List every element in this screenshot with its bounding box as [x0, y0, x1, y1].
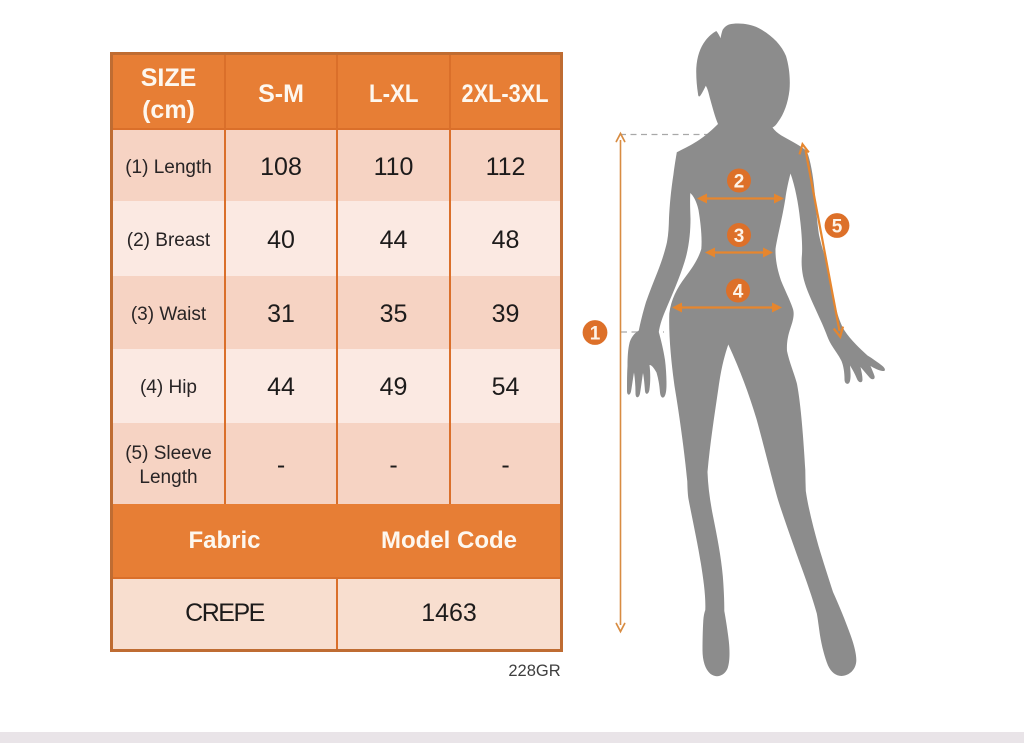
svg-text:2: 2 — [734, 172, 745, 193]
svg-text:3: 3 — [734, 226, 745, 247]
svg-text:5: 5 — [832, 217, 843, 238]
svg-text:4: 4 — [733, 282, 744, 303]
svg-text:1: 1 — [590, 324, 601, 345]
